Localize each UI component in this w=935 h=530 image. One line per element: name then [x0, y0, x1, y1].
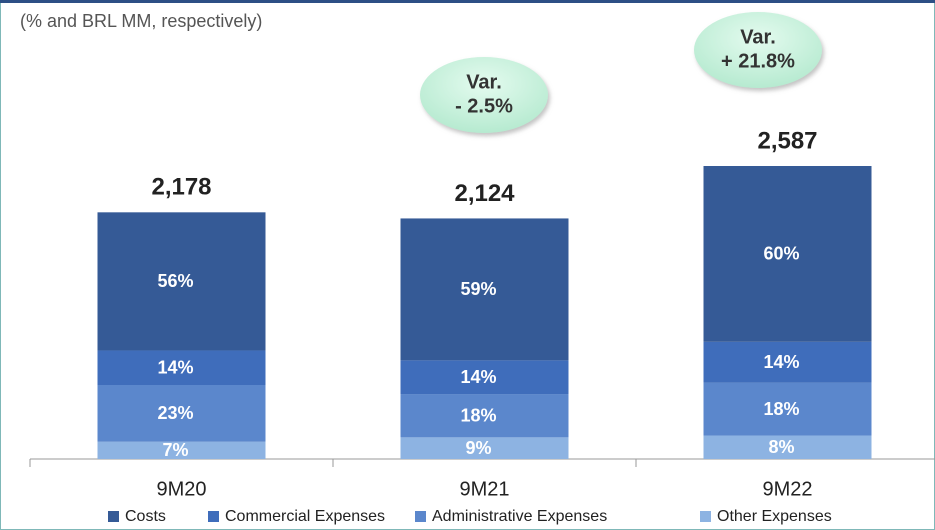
segment-label: 18% — [460, 405, 496, 425]
legend-swatch — [108, 511, 119, 522]
bar-segment — [703, 382, 872, 436]
legend-label: Costs — [125, 508, 166, 525]
legend-label: Commercial Expenses — [225, 508, 385, 525]
top-rule — [0, 0, 935, 3]
legend-label: Administrative Expenses — [432, 508, 607, 525]
variation-text: + 21.8% — [721, 50, 795, 72]
variation-text: Var. — [740, 26, 776, 48]
bar-segment — [703, 435, 872, 459]
bar-segment — [400, 394, 569, 438]
segment-label: 60% — [763, 244, 799, 264]
legend-swatch — [415, 511, 426, 522]
variation-bubble — [694, 12, 822, 88]
variation-text: Var. — [466, 71, 502, 93]
bar-segment — [97, 350, 266, 385]
segment-label: 8% — [768, 437, 794, 457]
x-tick-label: 9M22 — [762, 478, 812, 500]
segment-label: 23% — [157, 403, 193, 423]
segment-label: 59% — [460, 279, 496, 299]
segment-label: 7% — [162, 440, 188, 460]
bar-segment — [400, 218, 569, 361]
variation-text: - 2.5% — [455, 95, 513, 117]
total-label: 2,124 — [454, 180, 515, 207]
segment-label: 9% — [465, 438, 491, 458]
bar-segment — [703, 341, 872, 383]
legend-swatch — [700, 511, 711, 522]
x-tick-label: 9M21 — [459, 478, 509, 500]
total-label: 2,178 — [151, 174, 211, 201]
bar-segment — [703, 166, 872, 342]
bar-segment — [97, 384, 266, 442]
legend-swatch — [208, 511, 219, 522]
legend-label: Other Expenses — [717, 508, 832, 525]
total-label: 2,587 — [757, 127, 817, 154]
variation-bubble — [420, 57, 548, 133]
bar-segment — [400, 437, 569, 459]
segment-label: 56% — [157, 271, 193, 291]
bar-segment — [97, 212, 266, 351]
segment-label: 14% — [157, 357, 193, 377]
segment-label: 14% — [460, 367, 496, 387]
bar-segment — [400, 360, 569, 395]
segment-label: 18% — [763, 399, 799, 419]
segment-label: 14% — [763, 352, 799, 372]
x-tick-label: 9M20 — [156, 478, 206, 500]
bar-segment — [97, 441, 266, 459]
subtitle: (% and BRL MM, respectively) — [20, 11, 262, 31]
